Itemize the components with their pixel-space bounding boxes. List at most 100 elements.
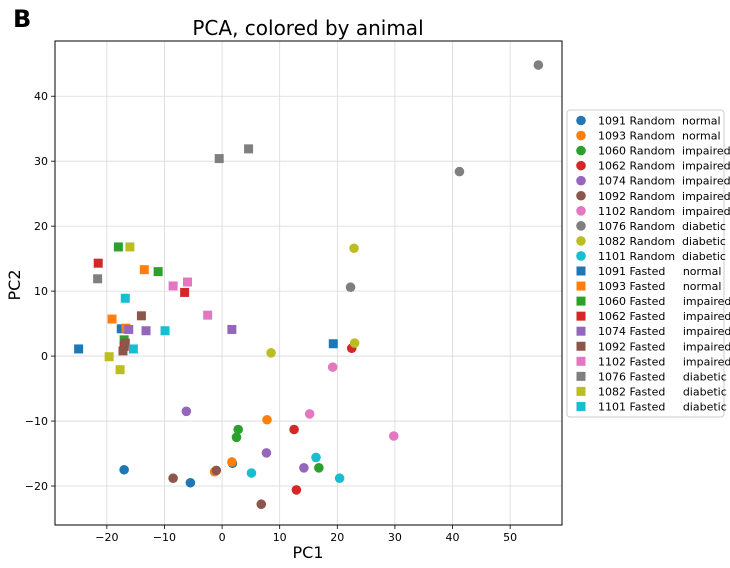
- gridlines: [55, 41, 562, 525]
- legend-label: 1101 Random diabetic: [598, 250, 726, 263]
- data-point-series-15: [136, 311, 146, 321]
- legend-marker: [576, 281, 586, 291]
- data-point-series-13: [93, 258, 103, 268]
- data-point-series-18: [104, 352, 114, 362]
- legend-label: 1062 Random impaired: [598, 160, 730, 173]
- legend-label: 1060 Fasted impaired: [598, 295, 730, 308]
- legend-box: [566, 109, 725, 418]
- legend-label: 1093 Fasted normal: [598, 280, 721, 293]
- data-point-series-12: [153, 267, 163, 277]
- data-point-series-6: [304, 409, 315, 419]
- data-point-series-2: [231, 432, 242, 443]
- legend-marker: [576, 236, 586, 246]
- data-point-series-18: [115, 365, 125, 375]
- x-tick-label: 50: [503, 531, 517, 544]
- legend-marker: [576, 356, 586, 366]
- data-point-series-8: [349, 338, 360, 348]
- data-point-series-2: [314, 463, 324, 473]
- data-point-series-19: [160, 326, 170, 336]
- data-point-series-17: [244, 144, 254, 154]
- legend-label: 1101 Fasted diabetic: [598, 400, 727, 413]
- legend-label: 1102 Random impaired: [598, 205, 730, 218]
- legend-marker: [576, 175, 586, 186]
- legend-marker: [576, 326, 586, 336]
- x-tick-label: 40: [446, 531, 460, 544]
- data-point-series-1: [262, 414, 272, 425]
- y-tick-label: 30: [34, 155, 48, 168]
- data-point-series-7: [345, 282, 356, 293]
- data-point-series-12: [113, 242, 123, 252]
- y-tick-label: 0: [41, 350, 48, 363]
- x-tick-label: 30: [388, 531, 402, 544]
- legend-marker: [576, 145, 586, 156]
- data-point-series-17: [214, 154, 224, 164]
- x-tick-label: 10: [273, 531, 287, 544]
- data-point-series-14: [227, 324, 237, 334]
- y-tick-label: 20: [34, 220, 48, 233]
- data-point-series-7: [454, 166, 465, 177]
- x-axis-label: PC1: [293, 543, 324, 562]
- chart-title: PCA, colored by animal: [192, 16, 423, 40]
- data-point-series-13: [180, 287, 190, 297]
- data-point-series-0: [119, 464, 129, 475]
- legend-marker: [576, 130, 586, 141]
- x-tick-label: −10: [153, 531, 176, 544]
- data-point-series-16: [203, 310, 213, 320]
- data-point-series-16: [183, 277, 193, 287]
- legend-label: 1076 Random diabetic: [598, 220, 726, 233]
- legend-label: 1074 Random impaired: [598, 175, 730, 188]
- legend-marker: [576, 401, 586, 411]
- data-point-series-11: [139, 265, 149, 275]
- data-point-series-9: [311, 452, 321, 463]
- data-point-series-7: [533, 60, 544, 70]
- data-point-series-8: [349, 243, 359, 254]
- data-points: [74, 60, 544, 510]
- data-point-series-14: [124, 324, 134, 334]
- data-point-series-3: [291, 485, 302, 495]
- data-point-series-8: [266, 348, 276, 358]
- data-point-series-16: [168, 281, 178, 291]
- axis-ticks: −20 −10 0 10 20 30 40 50 −20 −10 0 10 20 30 40: [25, 90, 517, 544]
- legend-marker: [576, 311, 586, 321]
- data-point-series-4: [261, 448, 272, 458]
- legend-marker: [576, 266, 586, 276]
- legend-label: 1091 Random normal: [598, 115, 721, 128]
- y-tick-label: −10: [25, 415, 48, 428]
- legend-marker: [576, 115, 586, 126]
- legend-label: 1092 Random impaired: [598, 190, 730, 203]
- legend-marker: [576, 296, 586, 306]
- data-point-series-11: [107, 314, 117, 324]
- data-point-series-9: [334, 473, 345, 484]
- panel-label: B: [13, 5, 31, 33]
- plot-frame: [54, 40, 563, 526]
- legend-marker: [576, 206, 586, 216]
- data-point-series-14: [141, 326, 151, 336]
- data-point-series-4: [181, 406, 192, 417]
- legend-label: 1082 Random diabetic: [598, 235, 726, 248]
- data-point-series-5: [211, 465, 222, 476]
- y-tick-label: −20: [25, 480, 48, 493]
- data-point-series-9: [246, 468, 257, 478]
- data-point-series-1: [227, 457, 237, 467]
- data-point-series-0: [185, 477, 196, 488]
- data-point-series-10: [74, 344, 84, 354]
- data-point-series-10: [328, 339, 338, 349]
- x-tick-label: 0: [219, 531, 226, 544]
- legend-label: 1091 Fasted normal: [598, 265, 721, 278]
- data-point-series-4: [299, 463, 309, 473]
- y-axis-label: PC2: [5, 270, 24, 301]
- x-tick-label: 20: [330, 531, 344, 544]
- legend-label: 1093 Random normal: [598, 130, 721, 143]
- y-tick-label: 10: [34, 285, 48, 298]
- data-point-series-6: [388, 431, 399, 441]
- data-point-series-17: [93, 274, 103, 284]
- legend-label: 1060 Random impaired: [598, 145, 730, 158]
- data-point-series-10: [116, 324, 126, 334]
- data-point-series-15: [120, 338, 130, 348]
- legend-marker: [576, 251, 586, 261]
- y-tick-label: 40: [34, 90, 48, 103]
- data-point-series-18: [125, 242, 135, 252]
- legend-label: 1074 Fasted impaired: [598, 325, 730, 338]
- legend-label: 1062 Fasted impaired: [598, 310, 730, 323]
- legend-marker: [576, 371, 586, 381]
